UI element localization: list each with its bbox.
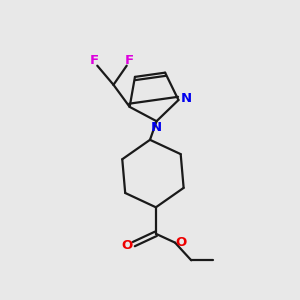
Text: O: O — [175, 236, 187, 249]
Text: O: O — [122, 239, 133, 252]
Text: N: N — [150, 121, 161, 134]
Text: N: N — [180, 92, 191, 105]
Text: F: F — [90, 54, 99, 67]
Text: F: F — [125, 54, 134, 67]
